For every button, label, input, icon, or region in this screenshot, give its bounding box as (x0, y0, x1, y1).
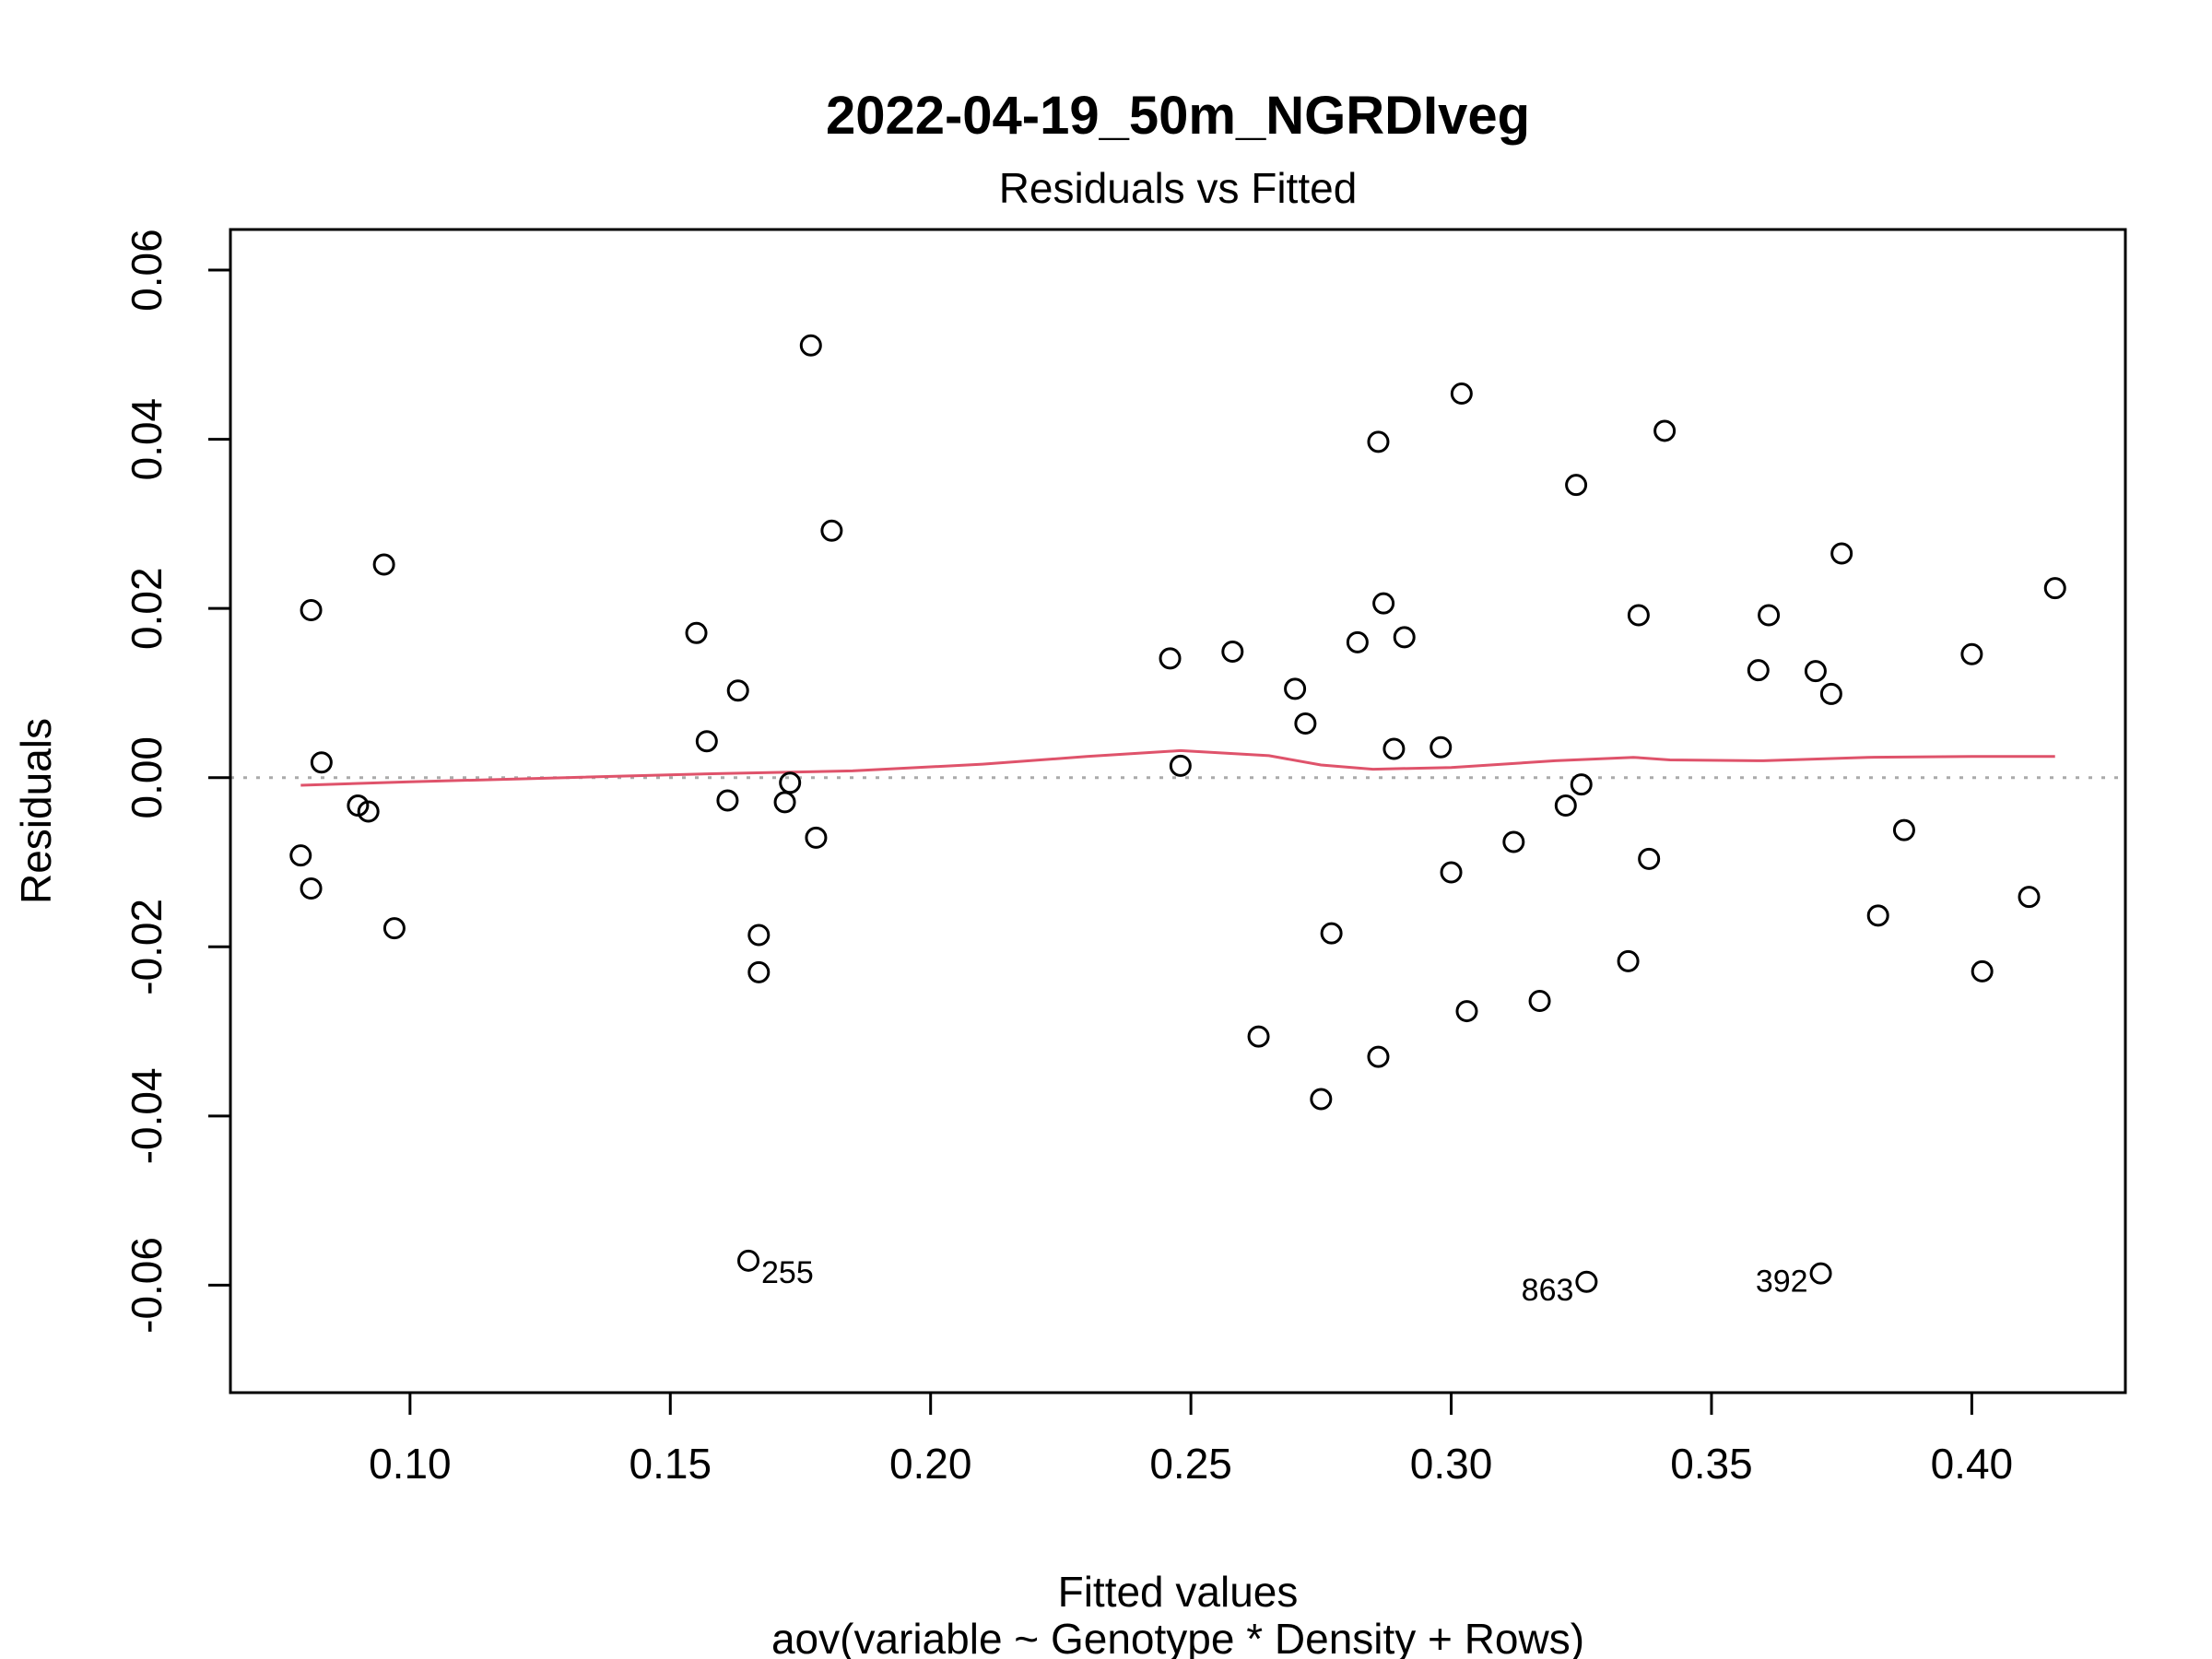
chart-title: 2022-04-19_50m_NGRDIveg (826, 86, 1530, 146)
data-point (289, 844, 312, 867)
data-point (1830, 542, 1853, 565)
x-tick-label: 0.10 (369, 1440, 452, 1488)
data-point (1892, 818, 1915, 841)
data-point (1367, 1045, 1390, 1068)
y-axis: -0.06 -0.04 -0.02 0.00 0.02 0.04 0.06 (123, 229, 232, 1334)
data-point (1653, 419, 1677, 442)
smooth-layer (300, 748, 2055, 787)
points-layer: 255 863 392 (289, 334, 2066, 1308)
data-point (1284, 677, 1307, 700)
data-point (1804, 660, 1827, 683)
data-point (1382, 737, 1406, 760)
y-tick-label: -0.04 (123, 1067, 171, 1164)
x-axis: 0.10 0.15 0.20 0.25 0.30 0.35 0.40 (369, 1391, 2014, 1488)
point-label: 863 (1522, 1273, 1574, 1308)
y-tick-label: -0.02 (123, 899, 171, 995)
data-point (2043, 577, 2066, 600)
x-tick-label: 0.35 (1670, 1440, 1753, 1488)
data-point (1169, 754, 1192, 777)
data-point (1310, 1088, 1333, 1111)
data-point (685, 621, 708, 644)
data-point (1346, 630, 1369, 653)
data-point (747, 924, 771, 947)
data-point (820, 519, 843, 542)
data-point (1450, 382, 1473, 406)
data-point (1960, 642, 1983, 665)
data-point (695, 730, 718, 753)
data-point (1372, 592, 1395, 615)
point-label: 392 (1756, 1265, 1808, 1300)
x-tick-label: 0.20 (889, 1440, 972, 1488)
x-tick-label: 0.15 (629, 1440, 712, 1488)
y-tick-label: 0.04 (123, 398, 171, 481)
data-point (1320, 922, 1343, 945)
data-point (1247, 1025, 1270, 1048)
data-point (1638, 847, 1661, 870)
data-point (1440, 861, 1463, 884)
data-point (1502, 830, 1525, 853)
data-point (300, 877, 323, 900)
data-point (1758, 604, 1781, 627)
plot-frame (229, 228, 2127, 1394)
data-point (1221, 640, 1244, 663)
data-point (347, 794, 370, 818)
data-point (1866, 904, 1889, 927)
data-point (747, 960, 771, 983)
data-point (1570, 773, 1593, 796)
y-tick-label: -0.06 (123, 1237, 171, 1334)
data-point (737, 1249, 760, 1272)
data-point (1819, 682, 1842, 705)
data-point (1294, 712, 1317, 735)
data-point (1393, 626, 1416, 649)
data-point (1575, 1270, 1598, 1293)
data-point (1971, 959, 1994, 982)
data-point (300, 599, 323, 622)
smooth-line (300, 748, 2055, 787)
data-point (805, 826, 828, 849)
data-point (310, 751, 333, 774)
data-point (1528, 990, 1551, 1013)
chart-subtitle: Residuals vs Fitted (999, 164, 1358, 212)
data-point (799, 334, 822, 357)
x-tick-label: 0.40 (1931, 1440, 2014, 1488)
y-axis-label: Residuals (12, 718, 60, 904)
data-point (1617, 949, 1640, 972)
data-point (726, 679, 749, 702)
chart-caption: aov(variable ~ Genotype * Density + Rows… (771, 1615, 1584, 1659)
data-point (1565, 474, 1588, 497)
x-axis-label: Fitted values (1058, 1568, 1299, 1616)
y-tick-label: 0.02 (123, 567, 171, 650)
data-point (382, 917, 406, 940)
data-point (1627, 604, 1650, 627)
data-point (1747, 659, 1770, 682)
x-tick-label: 0.25 (1149, 1440, 1232, 1488)
data-point (773, 791, 796, 814)
point-label: 255 (761, 1255, 814, 1290)
y-tick-label: 0.00 (123, 736, 171, 819)
data-point (779, 771, 802, 794)
x-tick-label: 0.30 (1410, 1440, 1493, 1488)
data-point (1430, 735, 1453, 759)
data-point (2018, 886, 2041, 909)
data-point (1159, 647, 1182, 670)
data-point (1809, 1262, 1832, 1285)
data-point (357, 800, 380, 823)
data-point (716, 789, 739, 812)
data-point (372, 553, 395, 576)
data-point (1554, 794, 1577, 818)
data-point (1455, 1000, 1478, 1023)
data-point (1367, 430, 1390, 453)
y-tick-label: 0.06 (123, 229, 171, 312)
